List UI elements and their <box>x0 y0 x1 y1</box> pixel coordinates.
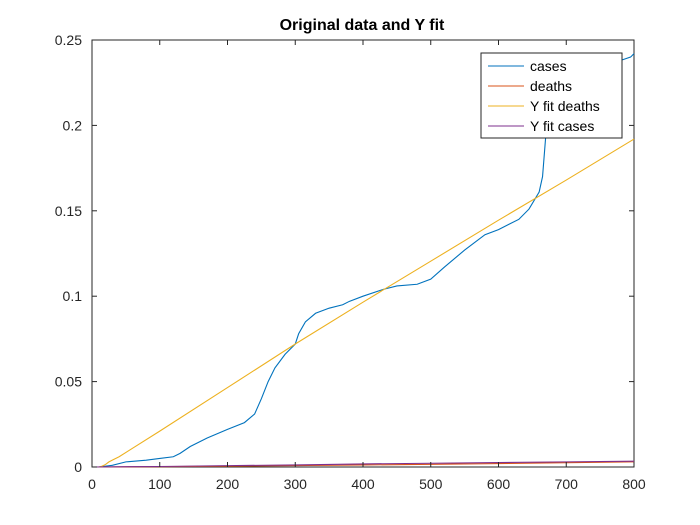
legend-label: Y fit cases <box>530 118 594 134</box>
x-tick-label: 700 <box>555 476 579 492</box>
x-tick-label: 400 <box>351 476 375 492</box>
x-tick-label: 200 <box>216 476 240 492</box>
y-tick-label: 0.25 <box>55 32 82 48</box>
x-tick-label: 0 <box>88 476 96 492</box>
x-tick-label: 100 <box>148 476 172 492</box>
legend-label: cases <box>530 58 567 74</box>
y-tick-label: 0.2 <box>63 117 83 133</box>
x-tick-label: 600 <box>487 476 511 492</box>
x-tick-label: 300 <box>284 476 308 492</box>
x-tick-label: 800 <box>622 476 646 492</box>
x-tick-label: 500 <box>419 476 443 492</box>
y-tick-label: 0 <box>74 459 82 475</box>
legend-box <box>480 52 623 139</box>
y-tick-label: 0.1 <box>63 288 83 304</box>
x-axis: 0 100 200 300 400 500 600 700 800 <box>88 40 646 492</box>
legend: cases deaths Y fit deaths Y fit cases <box>480 52 623 139</box>
legend-items: cases deaths Y fit deaths Y fit cases <box>488 58 600 134</box>
legend-label: deaths <box>530 78 572 94</box>
y-tick-label: 0.15 <box>55 203 82 219</box>
chart-title: Original data and Y fit <box>280 17 445 34</box>
legend-label: Y fit deaths <box>530 98 600 114</box>
y-axis: 0 0.05 0.1 0.15 0.2 0.25 <box>55 32 634 475</box>
y-tick-label: 0.05 <box>55 374 82 390</box>
